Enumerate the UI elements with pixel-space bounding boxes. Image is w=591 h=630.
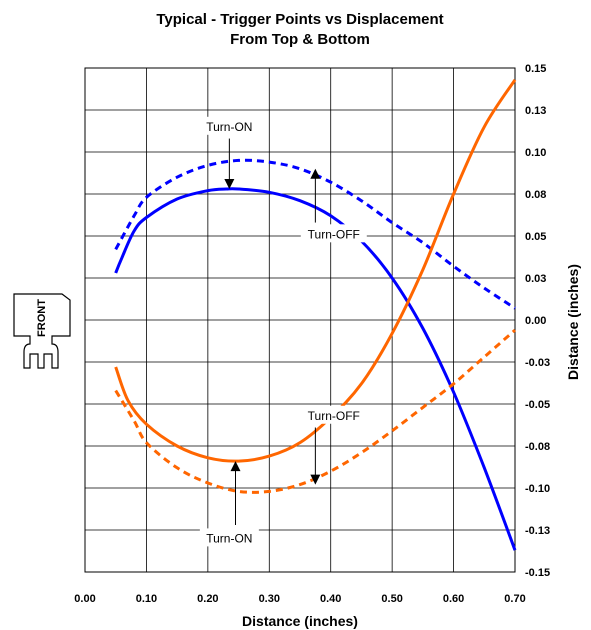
y-tick-label: 0.08 <box>525 189 546 201</box>
series-line-1 <box>114 187 517 551</box>
y-tick-labels: 0.15 0.13 0.10 0.08 0.05 0.03 0.00 -0.03 -0.05 -0… <box>525 63 550 579</box>
chart-title: Typical - Trigger Points vs Displacement <box>156 11 443 28</box>
annotation-label: Turn-ON <box>199 116 259 135</box>
y-tick-label: 0.05 <box>525 231 546 243</box>
x-tick-label: 0.40 <box>320 593 341 605</box>
annotation-label: Turn-ON <box>199 528 259 547</box>
y-axis-label: Distance (inches) <box>565 264 581 380</box>
front-connector-icon: FRONT <box>13 293 71 369</box>
x-tick-label: 0.20 <box>197 593 218 605</box>
annotation-arrow <box>230 461 241 525</box>
annotations: Turn-ON Turn-OFF Turn-OFF Turn-ON <box>199 116 367 547</box>
x-tick-label: 0.70 <box>504 593 525 605</box>
x-tick-label: 0.10 <box>136 593 157 605</box>
y-tick-label: -0.13 <box>525 525 550 537</box>
annotation-text: Turn-OFF <box>308 409 360 423</box>
series-line-3 <box>114 78 517 463</box>
y-tick-label: 0.10 <box>525 147 546 159</box>
y-tick-label: -0.15 <box>525 567 550 579</box>
arrow-head <box>224 178 235 189</box>
annotation-box <box>199 528 259 547</box>
chart-subtitle: From Top & Bottom <box>230 31 370 48</box>
x-tick-labels: 0.00 0.10 0.20 0.30 0.40 0.50 0.60 0.70 <box>74 593 525 605</box>
arrow-head <box>310 474 321 485</box>
arrow-head <box>310 168 321 179</box>
y-tick-label: -0.08 <box>525 441 550 453</box>
x-tick-label: 0.50 <box>381 593 402 605</box>
annotation-text: Turn-ON <box>206 531 252 545</box>
y-tick-label: -0.10 <box>525 483 550 495</box>
y-tick-label: 0.03 <box>525 273 546 285</box>
annotation-arrow <box>310 168 321 223</box>
y-tick-label: 0.00 <box>525 315 546 327</box>
annotation-arrow <box>310 427 321 485</box>
series-line-4 <box>114 328 516 494</box>
annotation-label: Turn-OFF <box>300 405 367 424</box>
annotation-box <box>199 116 259 135</box>
y-tick-label: -0.03 <box>525 357 550 369</box>
annotation-box <box>300 405 367 424</box>
y-tick-label: 0.15 <box>525 63 546 75</box>
arrow-head <box>230 461 241 472</box>
x-axis-label: Distance (inches) <box>242 613 358 629</box>
y-tick-label: 0.13 <box>525 105 546 117</box>
x-tick-label: 0.30 <box>259 593 280 605</box>
series-group <box>114 78 517 551</box>
annotation-box <box>300 224 367 243</box>
annotation-label: Turn-OFF <box>300 224 367 243</box>
x-tick-label: 0.00 <box>74 593 95 605</box>
x-tick-label: 0.60 <box>443 593 464 605</box>
grid <box>84 67 516 573</box>
annotation-text: Turn-ON <box>206 120 252 134</box>
annotation-arrow <box>224 138 235 189</box>
annotation-text: Turn-OFF <box>308 227 360 241</box>
y-tick-label: -0.05 <box>525 399 550 411</box>
front-label: FRONT <box>36 299 48 337</box>
